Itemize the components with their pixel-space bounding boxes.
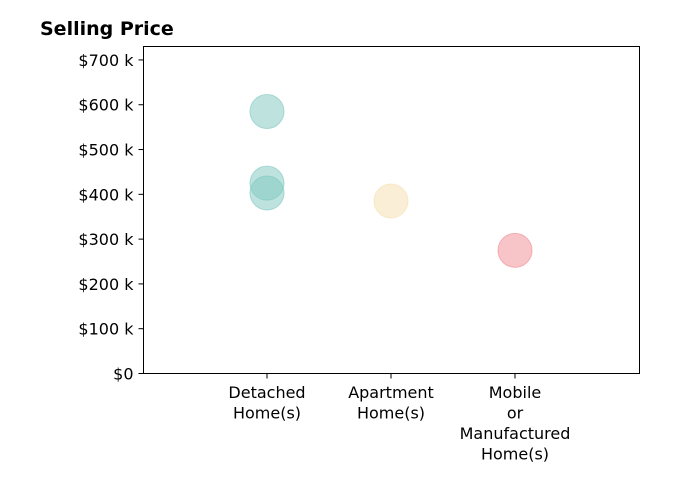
x-axis: Detached Home(s) Apartment Home(s) Mobile or M… xyxy=(228,373,571,464)
y-tick-label: $0 xyxy=(113,365,133,384)
x-tick-label-line: Home(s) xyxy=(357,404,425,423)
x-tick-label: Mobile or Manufactured Home(s) xyxy=(460,383,571,464)
chart-title: Selling Price xyxy=(40,18,174,40)
data-point xyxy=(497,232,533,268)
x-tick-label-line: Manufactured xyxy=(460,424,571,443)
y-tick-label: $400 k xyxy=(78,185,134,204)
data-point xyxy=(373,183,409,219)
y-tick-label: $100 k xyxy=(78,320,134,339)
x-tick-label-line: Mobile xyxy=(489,383,541,402)
y-tick-label: $300 k xyxy=(78,230,134,249)
y-tick-label: $700 k xyxy=(78,51,134,70)
x-tick-label-line: or xyxy=(507,404,524,423)
y-tick-label: $200 k xyxy=(78,275,134,294)
data-points xyxy=(249,93,533,268)
x-tick-label-line: Home(s) xyxy=(233,404,301,423)
x-tick-label: Apartment Home(s) xyxy=(348,383,434,423)
y-axis: $0 $100 k $200 k $300 k $400 k $500 k $600 k $7… xyxy=(78,51,144,384)
x-tick-label: Detached Home(s) xyxy=(228,383,305,423)
data-point xyxy=(249,175,285,211)
x-tick-label-line: Detached xyxy=(228,383,305,402)
y-tick-label: $600 k xyxy=(78,96,134,115)
data-point xyxy=(249,93,285,129)
x-tick-label-line: Apartment xyxy=(348,383,434,402)
y-tick-label: $500 k xyxy=(78,141,134,160)
x-tick-label-line: Home(s) xyxy=(481,445,549,464)
